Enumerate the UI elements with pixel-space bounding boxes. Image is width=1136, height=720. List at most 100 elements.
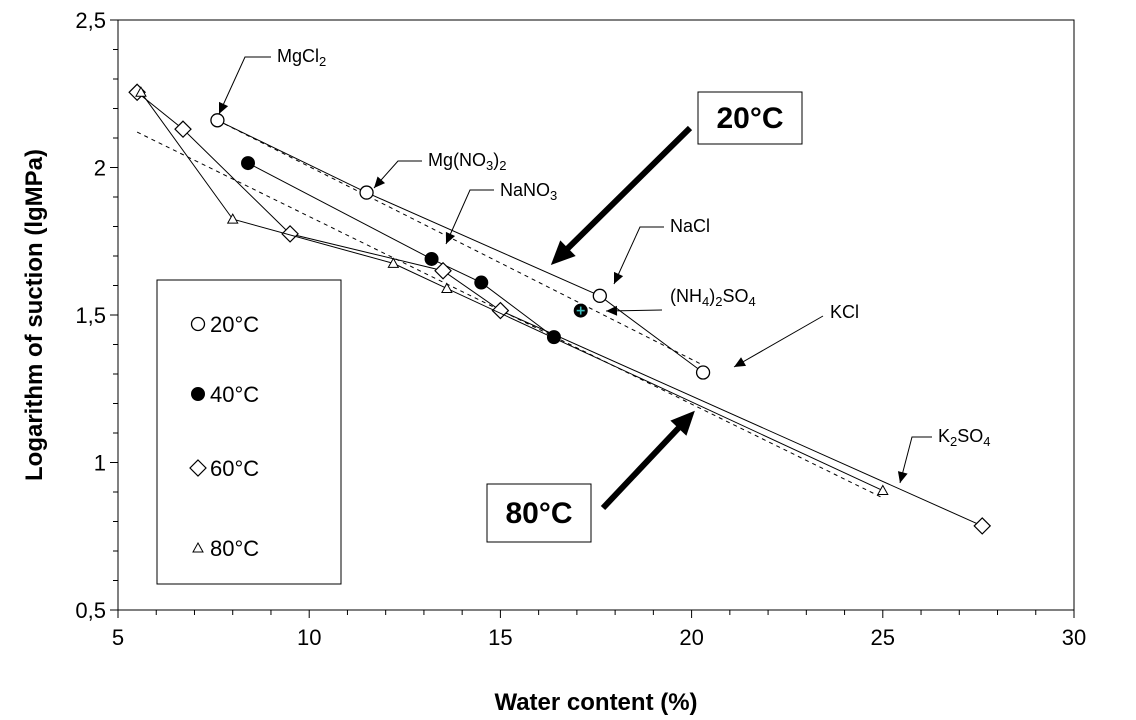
temperature-arrow-head — [670, 410, 695, 436]
formula-text: (NH — [670, 286, 702, 306]
data-point-60c — [281, 225, 299, 243]
annotation-mgno32: Mg(NO3)2 — [373, 150, 506, 189]
legend-marker-80c — [192, 541, 204, 553]
trend-line-80c — [136, 131, 884, 499]
data-point-60c — [973, 517, 992, 535]
data-point-80c — [441, 282, 453, 293]
legend-item-20c: 20°C — [190, 312, 259, 337]
series-20c — [210, 113, 711, 380]
arrow-head — [897, 471, 908, 483]
series-40c — [241, 156, 561, 345]
arrow-head — [219, 101, 229, 114]
formula-subscript: 4 — [748, 294, 755, 309]
axes: 5 10 15 20 25 30 0,5 1 1,5 2 2,5 — [75, 8, 1086, 650]
legend-frame — [156, 279, 342, 585]
legend-item-60c: 60°C — [189, 456, 259, 481]
legend-label-20c: 20°C — [210, 312, 259, 337]
formula-subscript: 3 — [486, 158, 493, 173]
annotation-leader — [613, 226, 664, 285]
legend-label-40c: 40°C — [210, 382, 259, 407]
temperature-box-frame — [486, 483, 592, 543]
x-tick-label: 20 — [679, 625, 703, 650]
annotation-label: NaNO3 — [500, 180, 557, 203]
data-point-40c — [241, 156, 256, 171]
series-80c — [135, 86, 889, 496]
series-line-20c — [217, 119, 704, 373]
formula-text: ) — [493, 150, 499, 170]
legend-marker-40c — [191, 387, 205, 401]
arrow-head — [734, 357, 747, 367]
temperature-box-20c: 20°C — [550, 91, 803, 266]
data-point-80c — [387, 257, 400, 268]
arrow-head — [445, 231, 456, 244]
temperature-arrow-shaft — [600, 415, 691, 511]
trend-lines — [136, 119, 884, 499]
formula-text: SO — [722, 286, 748, 306]
formula-text: NaCl — [670, 216, 710, 236]
annotation-leader — [899, 436, 932, 484]
formula-subscript: 2 — [950, 434, 957, 449]
temperature-box-label: 80°C — [505, 497, 572, 530]
data-point-20c — [210, 113, 225, 128]
annotation-nano3: NaNO3 — [445, 180, 557, 245]
temperature-arrow-head — [550, 240, 576, 266]
data-point-20c — [592, 288, 607, 303]
formula-subscript: 2 — [319, 54, 326, 69]
series-group — [128, 83, 992, 535]
formula-subscript: 2 — [499, 158, 506, 173]
legend-marker-60c — [189, 459, 207, 477]
temperature-box-label: 20°C — [716, 102, 783, 135]
temperature-boxes: 20°C 80°C — [486, 91, 803, 543]
y-tick-label: 0,5 — [75, 598, 106, 623]
series-line-60c — [136, 91, 983, 527]
annotation-label: KCl — [830, 302, 859, 322]
data-point-40c — [474, 275, 489, 290]
annotation-label: (NH4)2SO4 — [670, 286, 756, 309]
x-axis-title: Water content (%) — [494, 689, 697, 716]
formula-text: SO — [957, 426, 983, 446]
formula-text: KCl — [830, 302, 859, 322]
formula-subscript: 4 — [983, 434, 990, 449]
x-tick-label: 5 — [112, 625, 124, 650]
annotation-leader — [733, 315, 824, 368]
legend-item-80c: 80°C — [192, 536, 259, 561]
arrow-head — [374, 176, 386, 188]
arrow-head — [614, 271, 624, 284]
annotation-kcl: KCl — [733, 302, 859, 368]
legend-label-80c: 80°C — [210, 536, 259, 561]
annotation-nh42so4: (NH4)2SO4 — [605, 286, 756, 316]
y-tick-label: 2 — [94, 156, 106, 181]
annotation-label: K2SO4 — [938, 426, 991, 449]
legend-item-40c: 40°C — [191, 382, 259, 407]
formula-subscript: 2 — [715, 294, 722, 309]
formula-text: NaNO — [500, 180, 550, 200]
data-point-20c — [695, 365, 711, 380]
data-point-60c — [434, 261, 452, 280]
formula-text: Mg(NO — [428, 150, 486, 170]
y-tick-label: 1,5 — [75, 303, 106, 328]
annotation-label: Mg(NO3)2 — [428, 150, 506, 173]
y-tick-label: 1 — [94, 451, 106, 476]
annotation-leader — [445, 189, 494, 245]
data-point-60c — [174, 120, 192, 138]
trend-line-20c — [217, 119, 704, 366]
formula-subscript: 4 — [702, 294, 709, 309]
x-tick-label: 15 — [488, 625, 512, 650]
legend-marker-20c — [190, 316, 206, 332]
y-tick-label: 2,5 — [75, 8, 106, 33]
x-tick-label: 25 — [871, 625, 895, 650]
temperature-box-80c: 80°C — [486, 410, 695, 543]
formula-subscript: 3 — [550, 188, 557, 203]
y-axis-title: Logarithm of suction (lgMPa) — [21, 149, 48, 481]
series-line-40c — [247, 162, 555, 338]
formula-text: MgCl — [277, 46, 319, 66]
data-point-extra — [573, 303, 588, 318]
x-tick-label: 30 — [1062, 625, 1086, 650]
formula-text: K — [938, 426, 950, 446]
annotation-leader — [218, 56, 271, 115]
data-point-80c — [876, 484, 889, 496]
x-tick-label: 10 — [297, 625, 321, 650]
annotation-label: MgCl2 — [277, 46, 326, 69]
formula-text: ) — [709, 286, 715, 306]
